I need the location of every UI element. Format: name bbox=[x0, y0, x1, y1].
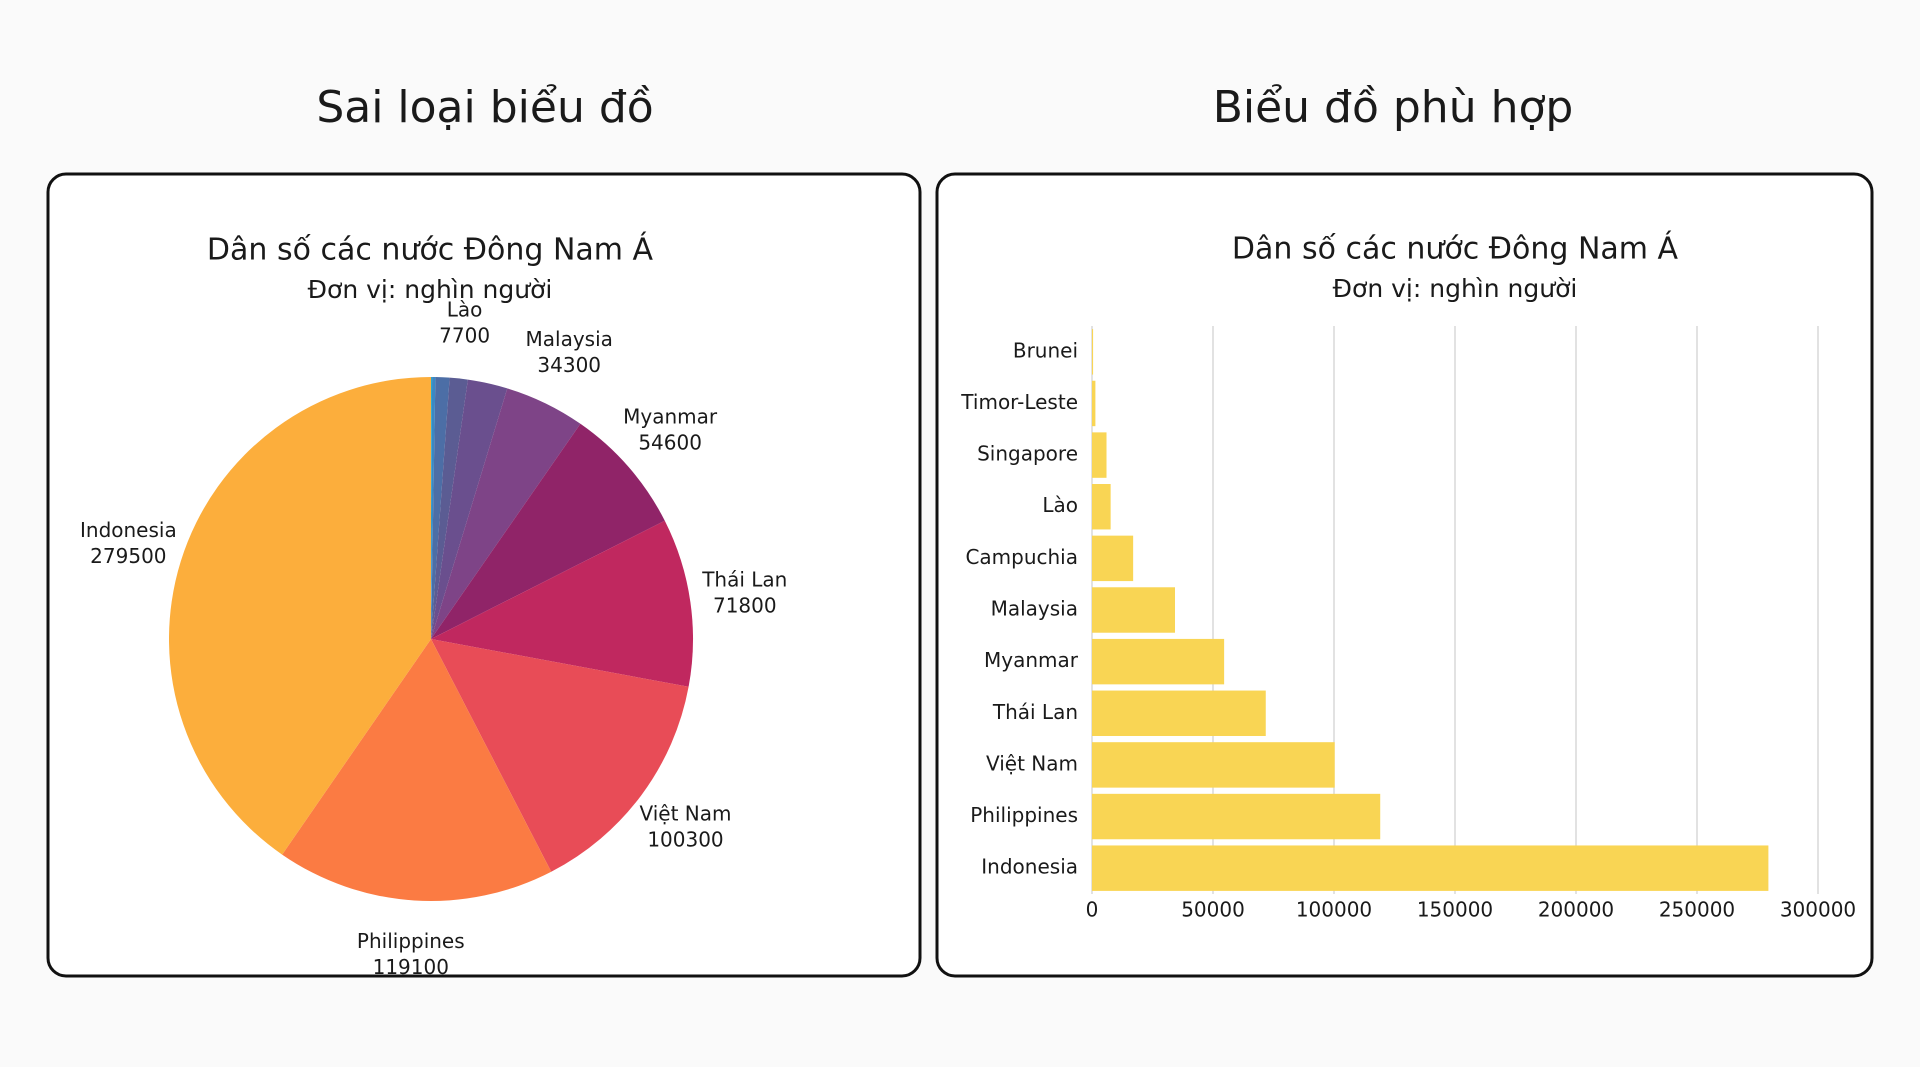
x-tick-label: 200000 bbox=[1538, 898, 1614, 922]
x-tick-label: 250000 bbox=[1659, 898, 1735, 922]
y-tick-label: Brunei bbox=[1013, 338, 1078, 362]
y-tick-label: Singapore bbox=[977, 442, 1078, 466]
y-tick-label: Timor-Leste bbox=[960, 390, 1078, 414]
bar bbox=[1092, 845, 1769, 891]
pie-slice bbox=[431, 639, 689, 872]
slice-value: 34300 bbox=[537, 353, 601, 377]
pie-slice bbox=[431, 423, 665, 639]
slice-value: 54600 bbox=[638, 430, 702, 454]
slice-value: 71800 bbox=[713, 594, 777, 618]
bar bbox=[1092, 380, 1096, 427]
x-tick-label: 150000 bbox=[1417, 898, 1493, 922]
bar bbox=[1092, 742, 1335, 788]
pie-slice bbox=[431, 377, 436, 639]
slice-value: 100300 bbox=[647, 827, 723, 851]
slice-label: Indonesia bbox=[80, 518, 177, 542]
bar bbox=[1092, 535, 1134, 582]
chart-title: Dân số các nước Đông Nam Á bbox=[1232, 231, 1679, 267]
x-tick-label: 100000 bbox=[1296, 898, 1372, 922]
y-tick-label: Myanmar bbox=[984, 648, 1079, 672]
y-tick-label: Indonesia bbox=[981, 855, 1078, 879]
panel-heading: Biểu đồ phù hợp bbox=[1213, 82, 1574, 133]
pie-slice bbox=[431, 377, 433, 639]
y-tick-label: Campuchia bbox=[965, 545, 1078, 569]
slice-label: Philippines bbox=[357, 929, 465, 953]
bar bbox=[1092, 638, 1225, 685]
bar bbox=[1092, 690, 1266, 736]
slice-label: Lào bbox=[447, 297, 483, 321]
pie-slice bbox=[431, 379, 508, 639]
chart-title: Dân số các nước Đông Nam Á bbox=[207, 232, 654, 268]
pie-slice bbox=[431, 520, 693, 687]
y-tick-label: Lào bbox=[1042, 493, 1078, 517]
x-tick-label: 0 bbox=[1086, 898, 1099, 922]
bar bbox=[1092, 432, 1107, 478]
y-tick-label: Philippines bbox=[970, 803, 1078, 827]
bar bbox=[1092, 587, 1176, 633]
bar bbox=[1092, 793, 1381, 840]
y-tick-label: Malaysia bbox=[991, 597, 1078, 621]
pie-slice bbox=[431, 377, 468, 639]
x-tick-label: 300000 bbox=[1780, 898, 1856, 922]
slice-label: Malaysia bbox=[526, 327, 613, 351]
pie-slice bbox=[431, 377, 450, 639]
slice-label: Thái Lan bbox=[701, 568, 787, 592]
slice-value: 279500 bbox=[90, 544, 166, 568]
chart-subtitle: Đơn vị: nghìn người bbox=[1333, 274, 1578, 303]
x-tick-label: 50000 bbox=[1181, 898, 1245, 922]
bar bbox=[1092, 484, 1111, 530]
panel-heading: Sai loại biểu đồ bbox=[316, 82, 653, 133]
slice-value: 7700 bbox=[439, 323, 490, 347]
y-tick-label: Việt Nam bbox=[986, 751, 1078, 775]
chart-subtitle: Đơn vị: nghìn người bbox=[308, 275, 553, 304]
y-tick-label: Thái Lan bbox=[992, 700, 1078, 724]
slice-label: Myanmar bbox=[623, 404, 718, 428]
pie-slice bbox=[168, 377, 431, 855]
pie-slice bbox=[431, 388, 581, 639]
slice-label: Việt Nam bbox=[639, 801, 731, 825]
slice-value: 119100 bbox=[373, 955, 449, 979]
bar bbox=[1092, 329, 1094, 375]
pie-slice bbox=[282, 639, 552, 902]
